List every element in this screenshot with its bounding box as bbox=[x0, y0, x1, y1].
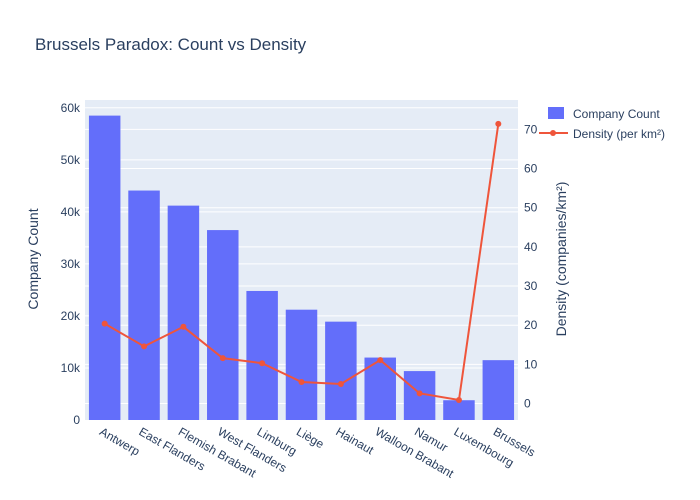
y-tick-label: 0 bbox=[73, 413, 80, 427]
legend-label-density: Density (per km²) bbox=[573, 127, 665, 141]
y-axis-title: Company Count bbox=[25, 208, 41, 309]
bar[interactable] bbox=[443, 400, 475, 420]
density-point[interactable] bbox=[101, 320, 108, 327]
y-tick-label: 50k bbox=[61, 153, 81, 167]
y2-tick-label: 10 bbox=[524, 357, 538, 371]
density-point[interactable] bbox=[416, 390, 423, 397]
legend-swatch-bar bbox=[548, 107, 564, 119]
y-tick-label: 10k bbox=[61, 361, 81, 375]
bars bbox=[88, 115, 515, 421]
bar[interactable] bbox=[167, 205, 200, 420]
density-point[interactable] bbox=[219, 355, 226, 362]
legend-label-company-count: Company Count bbox=[573, 107, 660, 121]
density-point[interactable] bbox=[455, 397, 462, 404]
y-tick-label: 20k bbox=[61, 309, 81, 323]
density-point[interactable] bbox=[298, 379, 305, 386]
y-tick-label: 30k bbox=[61, 257, 81, 271]
y2-tick-label: 40 bbox=[524, 240, 538, 254]
bar[interactable] bbox=[128, 190, 160, 420]
density-point[interactable] bbox=[377, 357, 384, 364]
legend-item-company-count[interactable]: Company Count bbox=[548, 107, 660, 121]
x-tick-label: Hainaut bbox=[333, 424, 376, 457]
y2-tick-label: 20 bbox=[524, 318, 538, 332]
density-line bbox=[101, 120, 502, 404]
density-point[interactable] bbox=[495, 120, 502, 127]
legend[interactable]: Company Count Density (per km²) bbox=[539, 107, 665, 141]
chart-title: Brussels Paradox: Count vs Density bbox=[35, 35, 307, 54]
right-axis-ticks: 0 10 20 30 40 50 60 70 bbox=[524, 122, 538, 410]
bar[interactable] bbox=[482, 360, 515, 420]
y-tick-label: 60k bbox=[61, 101, 81, 115]
density-point[interactable] bbox=[180, 323, 187, 330]
x-tick-label: Antwerp bbox=[97, 424, 142, 458]
y2-tick-label: 70 bbox=[524, 122, 538, 136]
y2-tick-label: 30 bbox=[524, 279, 538, 293]
density-point[interactable] bbox=[141, 343, 148, 350]
bar[interactable] bbox=[246, 290, 278, 420]
legend-item-density[interactable]: Density (per km²) bbox=[539, 127, 665, 141]
y2-tick-label: 0 bbox=[524, 397, 531, 411]
bar[interactable] bbox=[285, 309, 318, 420]
legend-swatch-marker bbox=[550, 130, 556, 136]
y-tick-label: 40k bbox=[61, 205, 81, 219]
density-point[interactable] bbox=[337, 380, 344, 387]
density-point[interactable] bbox=[259, 360, 266, 367]
bar[interactable] bbox=[207, 230, 239, 420]
y2-tick-label: 60 bbox=[524, 162, 538, 176]
x-tick-label: Liège bbox=[294, 424, 327, 451]
bar[interactable] bbox=[88, 115, 121, 421]
left-axis-ticks: 0 10k 20k 30k 40k 50k 60k bbox=[61, 101, 81, 427]
bar[interactable] bbox=[325, 321, 357, 420]
y2-axis-title: Density (companies/km²) bbox=[553, 182, 569, 337]
y2-tick-label: 50 bbox=[524, 201, 538, 215]
